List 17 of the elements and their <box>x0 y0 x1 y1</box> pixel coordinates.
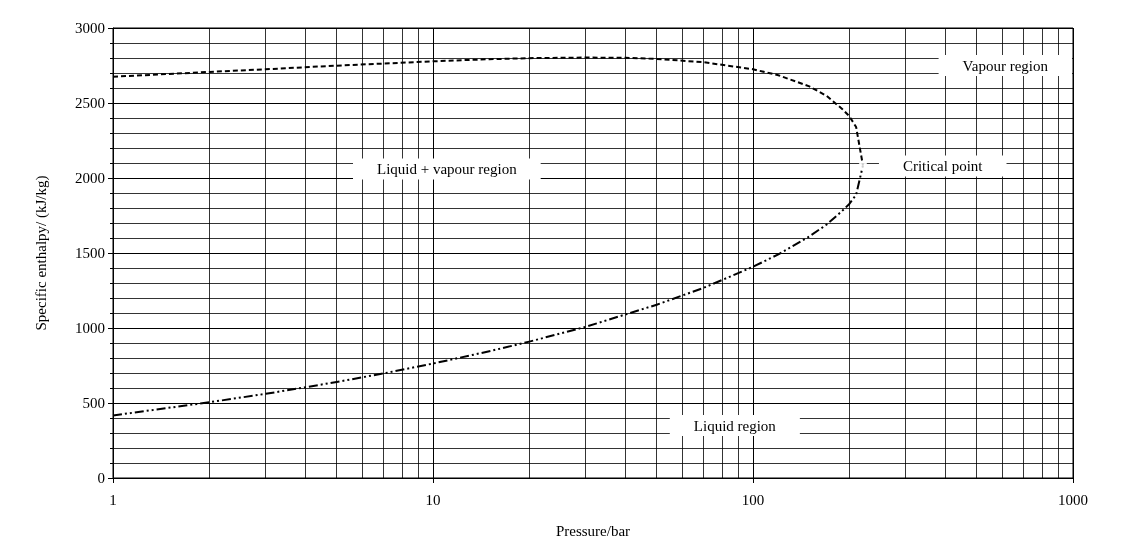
x-tick-label: 1 <box>109 491 117 508</box>
x-tick-label: 100 <box>741 491 765 508</box>
y-axis-title: Specific enthalpy/ (kJ/kg) <box>32 175 50 331</box>
x-tick-label: 1000 <box>1058 491 1088 508</box>
annotation: Liquid + vapour region <box>377 161 518 177</box>
y-tick-label: 1500 <box>75 245 105 261</box>
annotation: Liquid region <box>693 417 777 434</box>
y-tick-label: 1000 <box>75 320 105 336</box>
y-tick-label: 3000 <box>75 20 105 36</box>
y-tick-label: 500 <box>82 395 105 411</box>
annotation: Vapour region <box>962 57 1049 74</box>
x-axis-title: Pressure/bar <box>555 522 631 539</box>
y-tick-label: 2000 <box>75 170 105 186</box>
x-tick-label: 10 <box>425 491 441 508</box>
y-tick-label: 2500 <box>75 95 105 111</box>
annotation: Critical point <box>902 157 984 174</box>
y-tick-label: 0 <box>97 470 105 486</box>
